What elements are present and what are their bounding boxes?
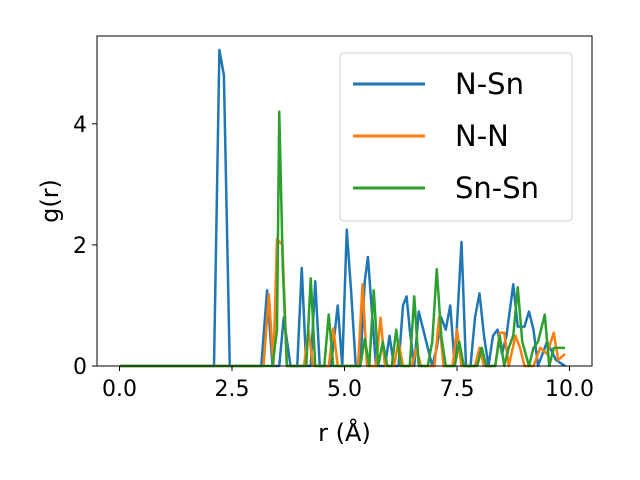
x-tick-label: 7.5 bbox=[440, 377, 475, 402]
legend-label-n-n: N-N bbox=[455, 119, 509, 153]
y-tick-label: 0 bbox=[73, 355, 87, 380]
x-tick-label: 5.0 bbox=[327, 377, 362, 402]
x-tick-label: 10.0 bbox=[545, 377, 594, 402]
x-tick-label: 2.5 bbox=[215, 377, 250, 402]
y-tick-label: 2 bbox=[73, 234, 87, 259]
y-axis-label: g(r) bbox=[36, 179, 64, 223]
x-tick-label: 0.0 bbox=[102, 377, 137, 402]
x-axis-ticks: 0.0 2.5 5.0 7.5 10.0 bbox=[102, 366, 594, 402]
y-tick-label: 4 bbox=[73, 113, 87, 138]
y-axis-ticks: 0 2 4 bbox=[73, 113, 97, 380]
legend-label-n-sn: N-Sn bbox=[455, 67, 524, 101]
legend-label-sn-sn: Sn-Sn bbox=[455, 171, 539, 205]
legend-box bbox=[339, 52, 573, 222]
legend: N-Sn N-N Sn-Sn bbox=[339, 52, 573, 222]
x-axis-label: r (Å) bbox=[318, 418, 371, 447]
